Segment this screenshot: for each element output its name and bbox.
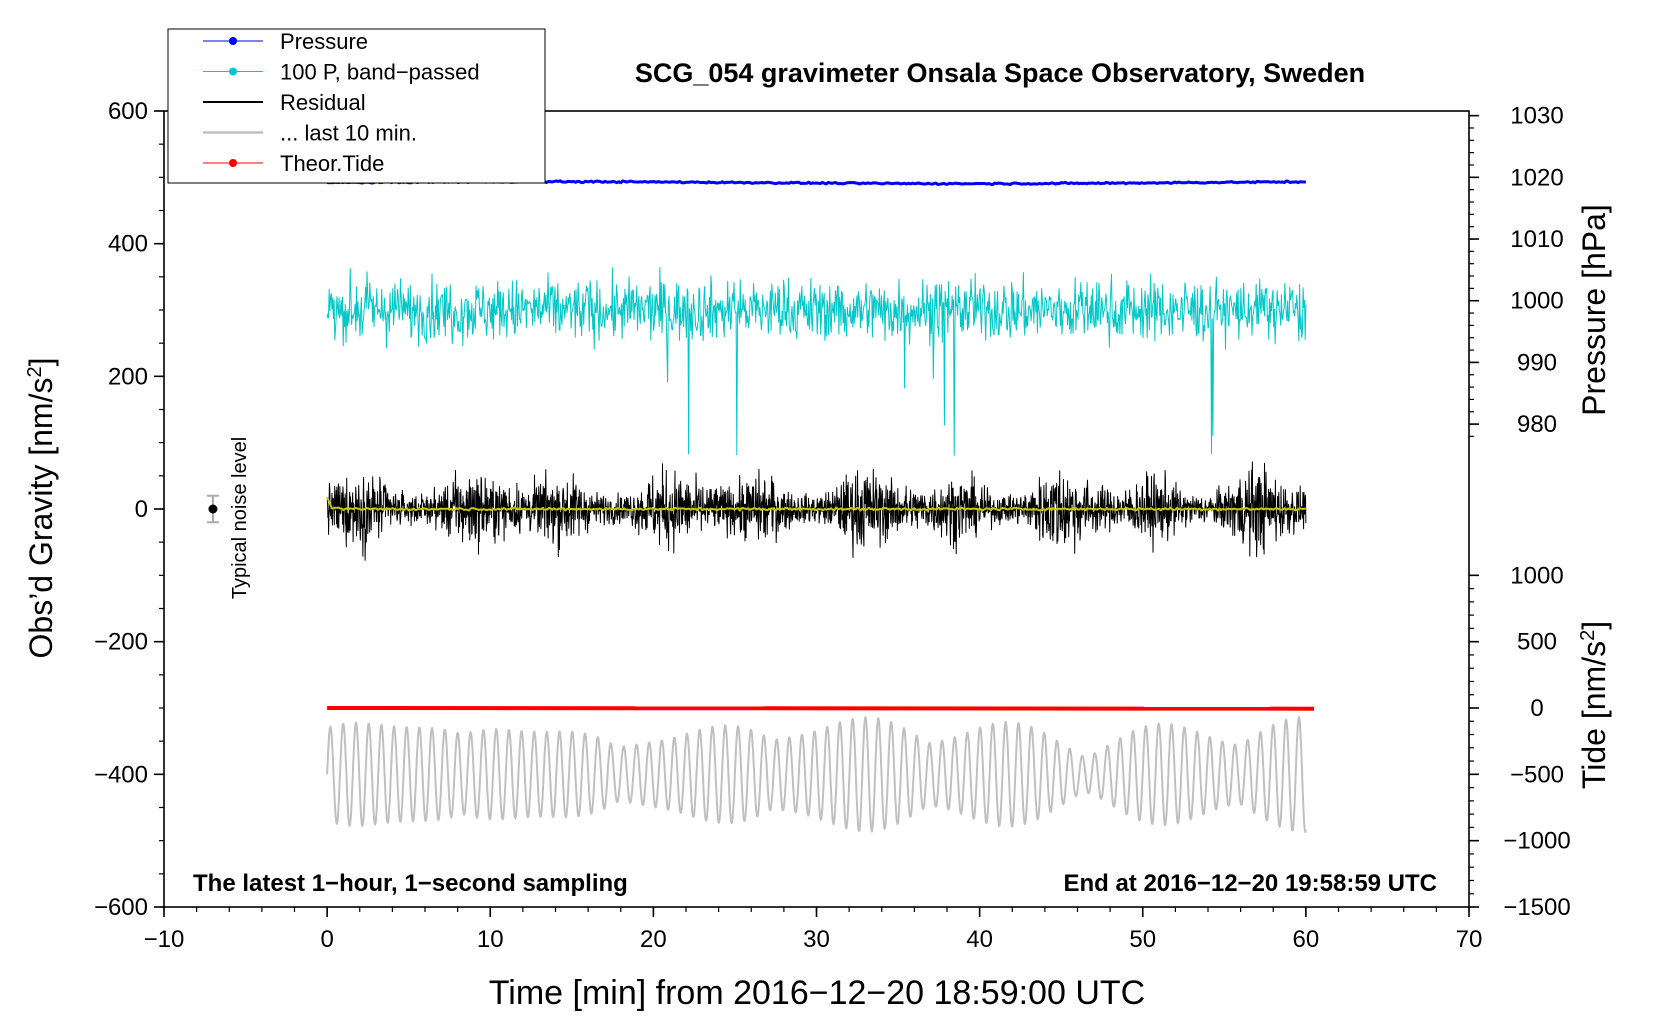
series-residual-smoothed	[326, 496, 1307, 512]
pressure-axis-label: Pressure [hPa]	[1576, 204, 1612, 416]
y-tick-label-3: 0	[135, 496, 148, 523]
pressure-axis-ticks: 1030 1020 1010 1000 990 980	[1469, 103, 1564, 438]
tide-axis-label: Tide [nm/s2]	[1576, 621, 1612, 789]
noise-label: Typical noise level	[229, 437, 251, 599]
left-axis-label-end: ]	[23, 358, 59, 367]
legend-label-2: Residual	[280, 90, 366, 115]
x-tick-label-6: 50	[1129, 926, 1156, 953]
tide-tick-label-4: −1000	[1503, 828, 1570, 855]
x-tick-label-2: 10	[477, 926, 504, 953]
x-tick-label-1: 0	[320, 926, 333, 953]
annotation-left: The latest 1−hour, 1−second sampling	[193, 870, 628, 897]
legend: Pressure 100 P, band−passed Residual ... la…	[167, 28, 546, 184]
tide-tick-label-5: −1500	[1503, 894, 1570, 921]
pressure-tick-label-1: 1020	[1510, 164, 1563, 191]
y-tick-label-4: −200	[94, 629, 148, 656]
left-axis-ticks: 600 400 200 0 −200 −400 −600	[94, 98, 164, 921]
tide-axis-label-main: Tide [nm/s	[1576, 641, 1612, 789]
x-tick-label-7: 60	[1293, 926, 1320, 953]
series-last-10-min	[326, 716, 1307, 833]
series-band-passed-pressure	[326, 266, 1307, 456]
x-tick-label-5: 40	[966, 926, 993, 953]
y-tick-label-2: 200	[108, 363, 148, 390]
y-tick-label-6: −600	[94, 894, 148, 921]
legend-marker-4	[229, 159, 237, 167]
x-axis-ticks: −10 0 10 20 30 40 50 60 70	[144, 907, 1483, 953]
x-tick-label-0: −10	[144, 926, 185, 953]
pressure-tick-label-0: 1030	[1510, 103, 1563, 130]
pressure-tick-label-2: 1010	[1510, 226, 1563, 253]
pressure-tick-label-5: 980	[1517, 411, 1557, 438]
tide-axis-label-end: ]	[1576, 621, 1612, 630]
legend-label-0: Pressure	[280, 29, 368, 54]
chart-title: SCG_054 gravimeter Onsala Space Observat…	[635, 58, 1365, 88]
legend-entries: Pressure 100 P, band−passed Residual ... la…	[203, 29, 480, 176]
x-tick-label-3: 20	[640, 926, 667, 953]
pressure-tick-label-3: 1000	[1510, 288, 1563, 315]
tide-axis-ticks: 1000 500 0 −500 −1000 −1500	[1469, 562, 1571, 921]
noise-point	[208, 504, 218, 514]
x-axis-label: Time [min] from 2016−12−20 18:59:00 UTC	[489, 974, 1145, 1012]
x-tick-label-8: 70	[1456, 926, 1483, 953]
series-layer	[326, 179, 1315, 833]
annotation-right: End at 2016−12−20 19:58:59 UTC	[1063, 870, 1437, 897]
y-tick-label-5: −400	[94, 761, 148, 788]
legend-label-4: Theor.Tide	[280, 151, 384, 176]
y-tick-label-1: 400	[108, 231, 148, 258]
legend-marker-1	[229, 67, 237, 76]
left-axis-label-main: Obs’d Gravity [nm/s	[23, 378, 59, 659]
tide-tick-label-3: −500	[1510, 761, 1564, 788]
left-axis-label-sup: 2	[24, 366, 46, 377]
legend-box	[167, 28, 546, 184]
legend-label-1: 100 P, band−passed	[280, 60, 480, 85]
legend-label-3: ... last 10 min.	[280, 121, 417, 146]
tide-tick-label-0: 1000	[1510, 562, 1563, 589]
left-axis-label: Obs’d Gravity [nm/s2]	[23, 358, 59, 659]
legend-marker-0	[229, 37, 237, 45]
y-tick-label-0: 600	[108, 98, 148, 125]
noise-indicator	[206, 494, 219, 524]
tide-tick-label-1: 500	[1517, 629, 1557, 656]
pressure-tick-label-4: 990	[1517, 349, 1557, 376]
tide-tick-label-2: 0	[1530, 695, 1543, 722]
x-tick-label-4: 30	[803, 926, 830, 953]
series-theoretical-tide	[327, 706, 1315, 711]
series-residual	[326, 461, 1307, 561]
tide-axis-label-sup: 2	[1577, 630, 1599, 641]
